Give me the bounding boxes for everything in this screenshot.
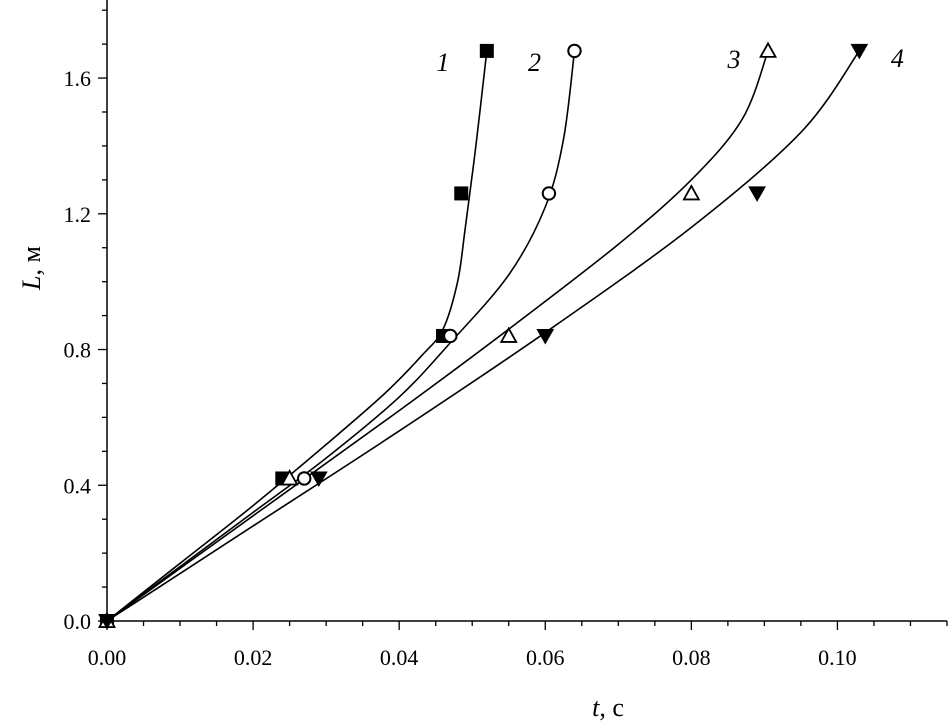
y-axis-title: L, м <box>17 246 46 291</box>
series-2-curve <box>106 50 576 622</box>
series-2-point <box>567 43 582 59</box>
series-1-label: 1 <box>436 48 449 77</box>
series-markers <box>97 41 869 630</box>
series-4-curve <box>106 50 861 622</box>
series-1-point <box>454 186 469 201</box>
series-3-point <box>682 184 701 201</box>
y-axis-unit: , м <box>17 246 46 275</box>
series-2-point <box>443 328 458 344</box>
series-4-point <box>850 43 869 60</box>
x-axis-title: t, с <box>592 693 624 722</box>
series-1-point <box>479 43 494 58</box>
x-tick-label: 0.00 <box>88 645 127 670</box>
ticks: 0.00 0.02 0.04 0.06 0.08 0.10 0.0 0.4 0.8 1.2 1.6 <box>64 9 948 670</box>
series-2-point <box>541 186 557 201</box>
y-tick-label: 0.8 <box>64 338 92 363</box>
series-4-point <box>536 328 555 345</box>
x-tick-label: 0.02 <box>234 645 273 670</box>
y-tick-label: 1.2 <box>64 202 92 227</box>
y-axis-variable: L <box>17 275 46 290</box>
series-2-point <box>297 471 312 486</box>
series-4-point <box>98 614 116 630</box>
x-tick-label: 0.08 <box>672 645 711 670</box>
x-tick-label: 0.04 <box>380 645 419 670</box>
series-3-point <box>499 326 518 343</box>
series-1-curve <box>106 50 488 622</box>
y-tick-label: 0.4 <box>64 473 92 498</box>
series-2-label: 2 <box>528 48 541 77</box>
x-axis-unit: , с <box>599 693 624 722</box>
y-tick-label: 1.6 <box>64 66 92 91</box>
series-4-label: 4 <box>891 44 904 73</box>
series-3-label: 3 <box>727 45 741 74</box>
series-3-point <box>759 41 778 58</box>
y-tick-label: 0.0 <box>64 609 92 634</box>
series-4-point <box>309 471 328 487</box>
series-labels: 1 2 3 4 <box>436 44 904 77</box>
series-4-point <box>748 186 766 202</box>
x-axis-variable: t <box>592 693 600 722</box>
series-3-point <box>280 469 299 486</box>
x-tick-label: 0.06 <box>526 645 565 670</box>
axes <box>106 0 947 622</box>
series-curves <box>106 50 861 622</box>
x-tick-label: 0.10 <box>818 645 857 670</box>
